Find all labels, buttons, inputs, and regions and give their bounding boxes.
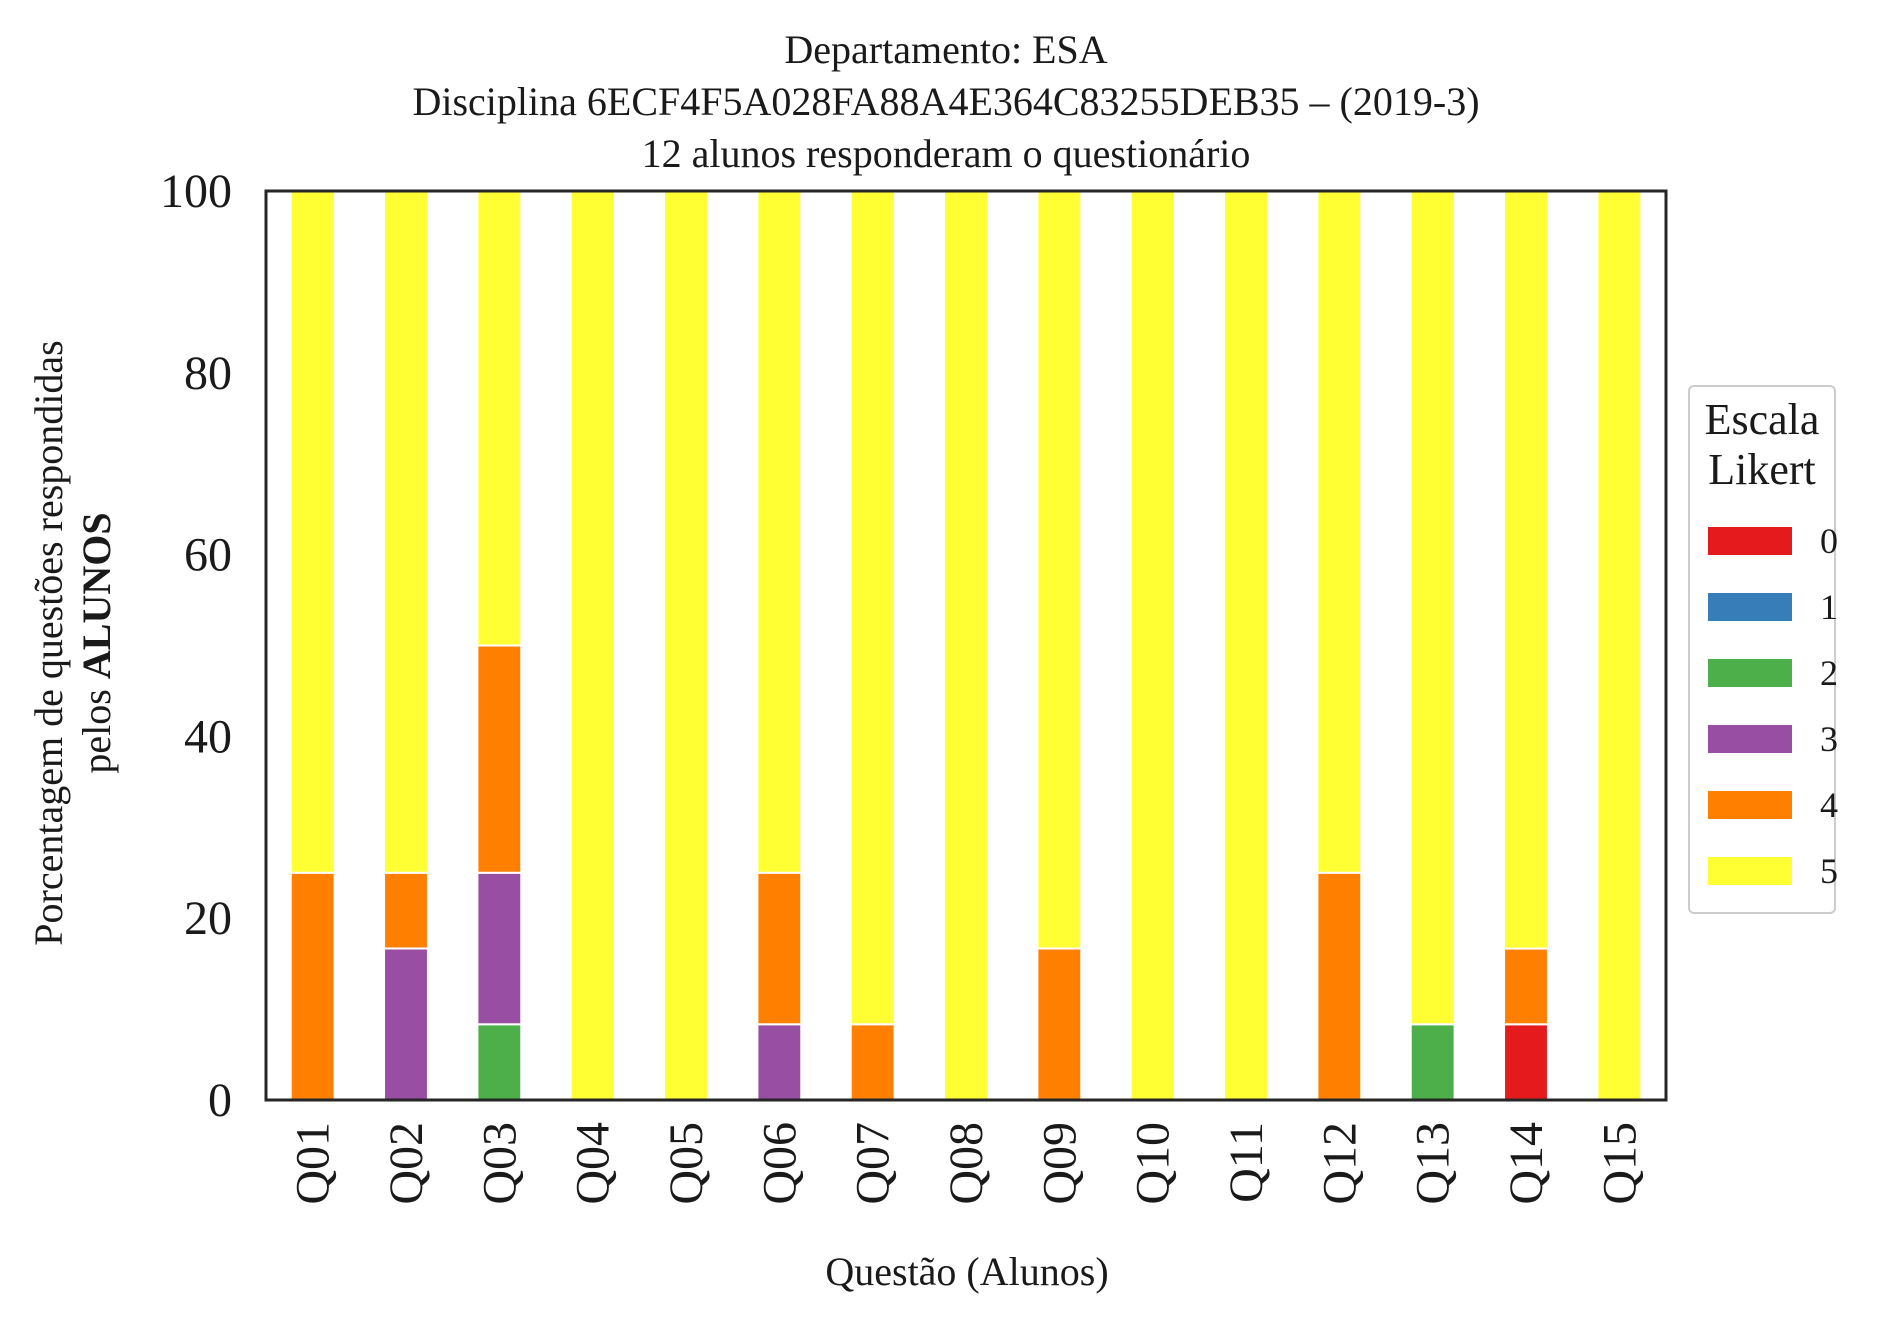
x-tick-label-q06: Q06 xyxy=(753,1122,806,1205)
x-tick-label-q03: Q03 xyxy=(473,1122,526,1205)
legend-swatch-1 xyxy=(1708,593,1792,621)
legend-item-0: 0 xyxy=(1708,523,1838,559)
x-tick-label-q09: Q09 xyxy=(1033,1122,1086,1205)
legend-swatch-4 xyxy=(1708,791,1792,819)
x-tick-label-q01: Q01 xyxy=(287,1122,340,1205)
bar-segment-q03-scale-3 xyxy=(476,871,523,1026)
x-tick-label-q07: Q07 xyxy=(847,1122,900,1205)
x-tick-label-q11: Q11 xyxy=(1220,1122,1273,1203)
x-tick-label-q15: Q15 xyxy=(1593,1122,1646,1205)
legend-label-1: 1 xyxy=(1820,587,1838,627)
y-axis-label-prefix: pelos xyxy=(74,679,119,773)
legend: Escala Likert 0 1 2 3 4 5 xyxy=(1688,385,1838,914)
x-tick-label-q05: Q05 xyxy=(660,1122,713,1205)
legend-swatch-2 xyxy=(1708,659,1792,687)
y-tick-label-60: 60 xyxy=(184,529,232,582)
y-tick-label-20: 20 xyxy=(184,892,232,945)
y-axis-label-bold: ALUNOS xyxy=(74,512,119,679)
bar-segment-q03-scale-2 xyxy=(476,1023,523,1101)
bar-segment-q02-scale-5 xyxy=(383,190,429,874)
legend-swatch-5 xyxy=(1708,857,1792,885)
x-tick-label-q12: Q12 xyxy=(1313,1122,1366,1205)
x-axis-label: Questão (Alunos) xyxy=(825,1249,1108,1294)
legend-item-1: 1 xyxy=(1708,589,1838,625)
bar-segment-q13-scale-5 xyxy=(1409,190,1456,1026)
plot-frame xyxy=(264,189,1668,1102)
bar-segment-q15-scale-5 xyxy=(1596,190,1643,1101)
x-tick-label-q08: Q08 xyxy=(940,1122,993,1205)
legend-item-4: 4 xyxy=(1708,787,1838,823)
legend-label-3: 3 xyxy=(1820,719,1838,759)
bar-segment-q06-scale-5 xyxy=(756,190,803,874)
bar-segment-q07-scale-5 xyxy=(849,190,896,1026)
x-tick-label-q02: Q02 xyxy=(380,1122,433,1205)
legend-item-2: 2 xyxy=(1708,655,1838,691)
legend-label-0: 0 xyxy=(1820,521,1838,561)
y-axis-label-line-2: pelos ALUNOS xyxy=(74,512,119,773)
bar-segment-q02-scale-3 xyxy=(383,947,429,1102)
y-tick-label-80: 80 xyxy=(184,347,232,400)
bar-segment-q14-scale-5 xyxy=(1503,190,1549,950)
legend-swatch-3 xyxy=(1708,725,1792,753)
x-tick-label-q14: Q14 xyxy=(1500,1122,1553,1205)
chart-title-line-2: Disciplina 6ECF4F5A028FA88A4E364C83255DE… xyxy=(412,79,1480,124)
x-tick-label-q13: Q13 xyxy=(1407,1122,1460,1205)
bar-segment-q09-scale-4 xyxy=(1036,947,1083,1102)
y-tick-label-40: 40 xyxy=(184,710,232,763)
bar-segment-q01-scale-4 xyxy=(289,871,336,1101)
bar-segment-q10-scale-5 xyxy=(1129,190,1176,1101)
x-axis-ticks: Q01 Q02 Q03 Q04 Q05 Q06 Q07 Q08 Q09 Q10 Q11 Q12 Q13 Q… xyxy=(287,1122,1647,1205)
bar-segment-q03-scale-4 xyxy=(476,644,523,874)
bar-segment-q12-scale-5 xyxy=(1316,190,1363,874)
legend-label-2: 2 xyxy=(1820,653,1838,693)
chart-title-line-1: Departamento: ESA xyxy=(784,27,1108,72)
y-axis-label-line-1: Porcentagem de questões respondidas xyxy=(26,340,71,945)
y-tick-label-0: 0 xyxy=(208,1074,232,1127)
bar-segment-q12-scale-4 xyxy=(1316,871,1363,1101)
y-axis-ticks: 0 20 40 60 80 100 xyxy=(160,165,232,1127)
bar-segment-q04-scale-5 xyxy=(569,190,616,1101)
bar-segment-q03-scale-5 xyxy=(476,190,523,647)
y-tick-label-100: 100 xyxy=(160,165,232,218)
bar-segment-q14-scale-0 xyxy=(1503,1023,1549,1101)
x-tick-label-q10: Q10 xyxy=(1127,1122,1180,1205)
legend-title-line-1: Escala xyxy=(1704,395,1820,444)
bar-segment-q06-scale-4 xyxy=(756,871,803,1026)
legend-swatch-0 xyxy=(1708,527,1792,555)
chart-title-line-3: 12 alunos responderam o questionário xyxy=(641,131,1251,176)
legend-item-5: 5 xyxy=(1708,853,1838,889)
bars-layer xyxy=(289,190,1643,1102)
bar-segment-q14-scale-4 xyxy=(1503,947,1549,1026)
legend-item-3: 3 xyxy=(1708,721,1838,757)
bar-segment-q13-scale-2 xyxy=(1409,1023,1456,1101)
bar-segment-q01-scale-5 xyxy=(289,190,336,874)
bar-segment-q06-scale-3 xyxy=(756,1023,803,1101)
bar-segment-q02-scale-4 xyxy=(383,871,429,950)
legend-label-4: 4 xyxy=(1820,785,1838,825)
bar-segment-q11-scale-5 xyxy=(1223,190,1269,1101)
bar-segment-q05-scale-5 xyxy=(663,190,709,1101)
legend-title-line-2: Likert xyxy=(1708,445,1816,494)
bar-segment-q09-scale-5 xyxy=(1036,190,1083,950)
x-tick-label-q04: Q04 xyxy=(567,1122,620,1205)
legend-label-5: 5 xyxy=(1820,851,1838,891)
bar-segment-q08-scale-5 xyxy=(943,190,989,1101)
bar-segment-q07-scale-4 xyxy=(849,1023,896,1101)
